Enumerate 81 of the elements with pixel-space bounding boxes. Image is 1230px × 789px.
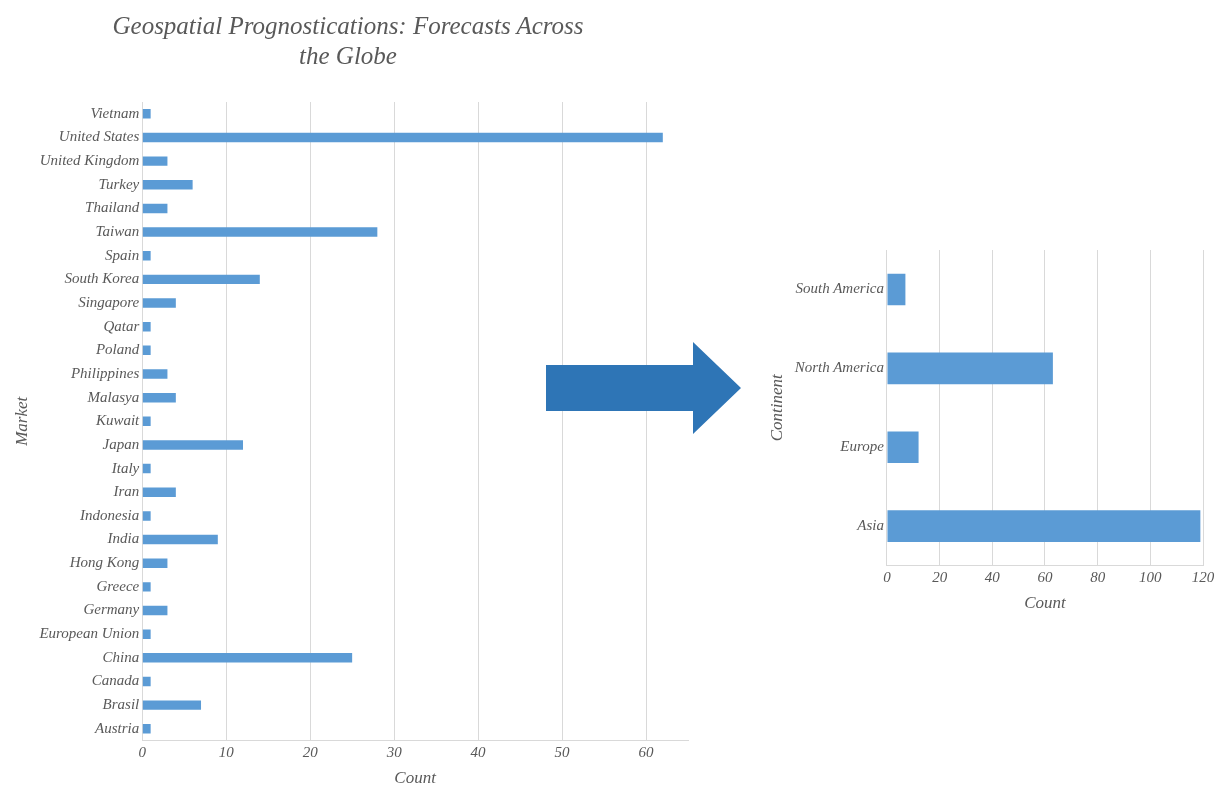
bar	[142, 274, 260, 285]
y-tick-label: Greece	[96, 577, 140, 594]
y-tick-label: Japan	[102, 435, 140, 452]
bar	[142, 724, 151, 734]
bar	[142, 534, 218, 545]
y-tick-label: European Union	[38, 625, 140, 642]
bar	[142, 369, 168, 379]
x-axis-title: Count	[1024, 593, 1068, 613]
y-tick-label: Asia	[856, 517, 884, 534]
x-axis-title: Count	[394, 768, 438, 788]
bar	[887, 431, 919, 464]
y-axis-title: Continent	[766, 373, 786, 442]
bar	[142, 180, 193, 190]
bar	[142, 109, 151, 119]
bar	[887, 510, 1201, 542]
x-tick-label: 120	[1191, 568, 1215, 585]
bar	[142, 676, 151, 687]
y-tick-label: Qatar	[103, 317, 140, 334]
y-tick-label: Brasil	[102, 696, 140, 713]
y-tick-label: Iran	[112, 483, 140, 500]
y-tick-label: Philippines	[69, 364, 140, 381]
bar	[142, 605, 168, 616]
bar	[142, 392, 176, 403]
y-tick-label: North America	[793, 359, 884, 376]
y-tick-label: United States	[58, 128, 140, 145]
bar	[142, 227, 378, 237]
y-tick-label: China	[102, 648, 140, 665]
bar	[142, 298, 176, 308]
y-tick-label: Taiwan	[95, 223, 140, 240]
y-tick-label: Indonesia	[79, 506, 140, 523]
bar	[142, 700, 202, 710]
y-tick-label: Hong Kong	[68, 554, 140, 571]
bar	[142, 558, 168, 568]
bar	[142, 582, 151, 592]
x-tick-label: 100	[1139, 568, 1163, 585]
x-tick-label: 60	[638, 743, 655, 760]
y-tick-label: Europe	[839, 438, 885, 455]
y-tick-label: Spain	[105, 246, 140, 263]
y-tick-label: Turkey	[98, 175, 140, 192]
x-tick-label: 60	[1037, 568, 1053, 585]
bar	[142, 156, 168, 166]
y-tick-label: Canada	[91, 672, 140, 689]
bar	[142, 463, 151, 474]
bar	[887, 273, 906, 306]
y-tick-label: Austria	[94, 719, 140, 736]
y-tick-label: United Kingdom	[39, 152, 140, 169]
x-tick-label: 80	[1090, 568, 1106, 585]
bar	[887, 352, 1053, 385]
x-tick-label: 20	[302, 743, 319, 760]
bar	[142, 345, 151, 356]
y-axis-title: Market	[11, 395, 31, 447]
bar	[142, 487, 176, 497]
y-tick-label: Vietnam	[90, 104, 140, 121]
bar	[142, 511, 151, 521]
bar	[142, 321, 151, 332]
y-tick-label: Germany	[83, 601, 140, 618]
bar	[142, 251, 151, 261]
y-tick-label: India	[106, 530, 140, 547]
y-tick-label: Italy	[110, 459, 140, 476]
y-tick-label: Singapore	[78, 293, 140, 310]
x-tick-label: 0	[138, 743, 147, 760]
x-tick-label: 10	[218, 743, 235, 760]
y-tick-label: Kuwait	[94, 412, 141, 429]
x-tick-label: 0	[883, 568, 892, 585]
x-tick-label: 30	[385, 743, 403, 760]
y-tick-label: Poland	[94, 341, 140, 358]
bar	[142, 416, 151, 427]
y-tick-label: South America	[795, 280, 884, 297]
y-tick-label: Thailand	[85, 199, 140, 216]
bar	[142, 440, 244, 450]
x-tick-label: 20	[932, 568, 948, 585]
chart-title: Geospatial Prognostications: Forecasts Across the Globe	[112, 11, 584, 69]
bar	[142, 629, 151, 639]
bar	[142, 203, 168, 214]
y-tick-label: South Korea	[64, 270, 140, 287]
x-tick-label: 40	[470, 743, 487, 760]
bar	[142, 653, 353, 663]
bar	[142, 132, 663, 143]
x-tick-label: 40	[984, 568, 1001, 585]
x-tick-label: 50	[554, 743, 571, 760]
y-tick-label: Malasya	[86, 388, 140, 405]
